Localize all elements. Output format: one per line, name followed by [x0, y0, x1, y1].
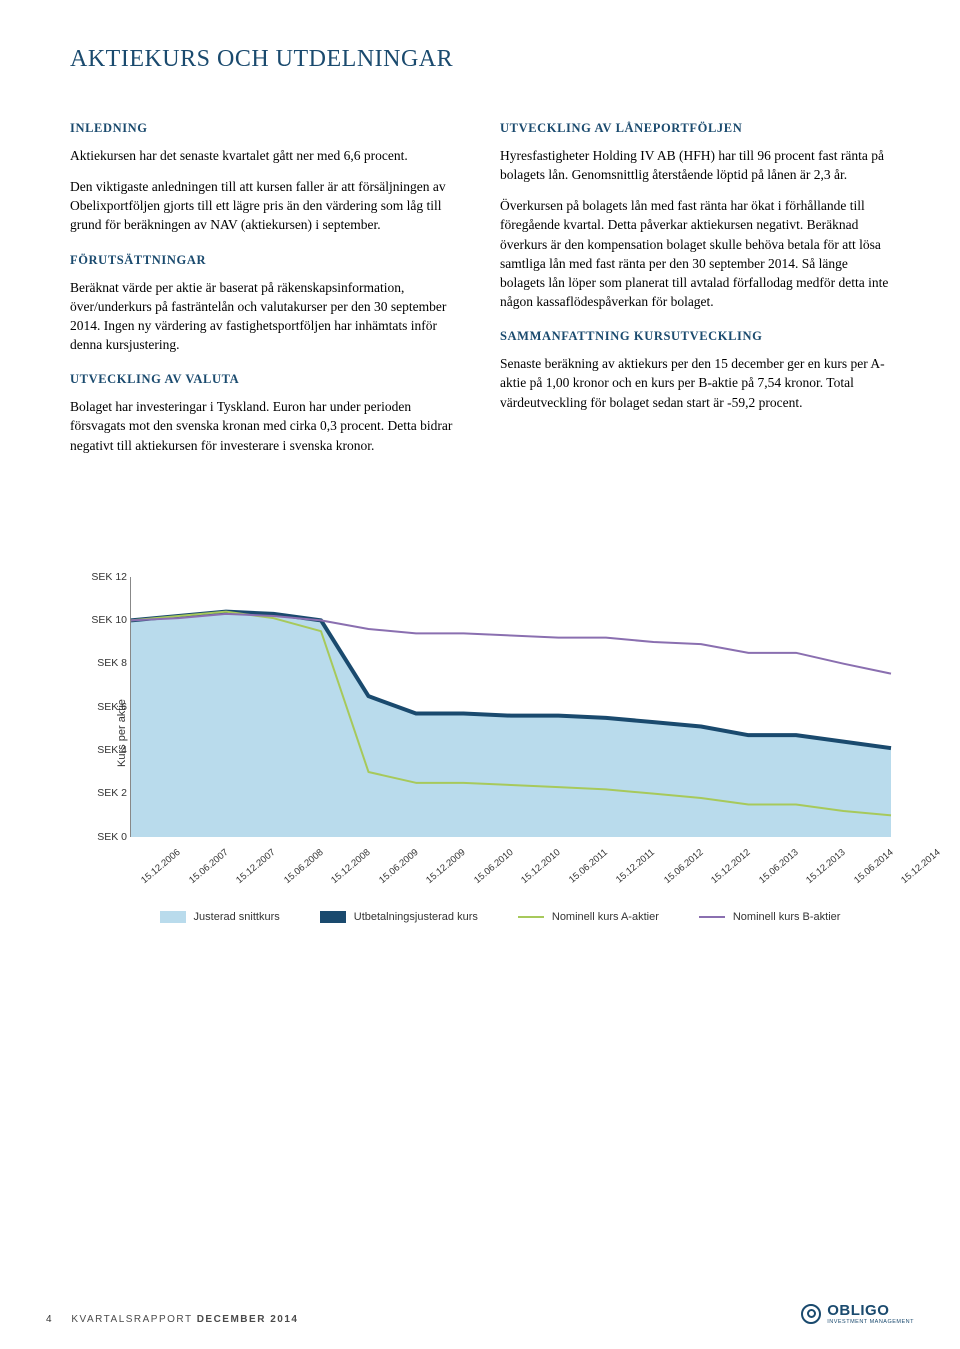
- legend-label-justerad: Justerad snittkurs: [194, 911, 280, 923]
- logo-text: OBLIGO: [827, 1303, 914, 1318]
- chart-legend: Justerad snittkurs Utbetalningsjusterad …: [130, 911, 870, 923]
- legend-label-nomB: Nominell kurs B-aktier: [733, 911, 841, 923]
- chart-xtick: 15.06.2008: [282, 847, 325, 886]
- chart-xtick: 15.12.2006: [139, 847, 182, 886]
- para-forut-1: Beräknat värde per aktie är baserat på r…: [70, 278, 460, 355]
- legend-item-justerad: Justerad snittkurs: [160, 911, 280, 923]
- chart-xtick: 15.12.2012: [709, 847, 752, 886]
- legend-item-nomB: Nominell kurs B-aktier: [699, 911, 841, 923]
- chart-ytick: SEK 10: [79, 614, 127, 626]
- chart-xtick: 15.06.2010: [472, 847, 515, 886]
- chart-xaxis-labels: 15.12.200615.06.200715.12.200715.06.2008…: [130, 841, 890, 889]
- chart-xtick: 15.12.2010: [519, 847, 562, 886]
- chart-xtick: 15.06.2012: [662, 847, 705, 886]
- page-title: AKTIEKURS OCH UTDELNINGAR: [70, 46, 890, 73]
- logo-subtext: INVESTMENT MANAGEMENT: [827, 1320, 914, 1326]
- para-inledning-2: Den viktigaste anledningen till att kurs…: [70, 177, 460, 234]
- legend-swatch-line: [518, 916, 544, 918]
- chart-container: Kurs per aktie SEK 0SEK 2SEK 4SEK 6SEK 8…: [70, 577, 890, 923]
- legend-swatch-area: [160, 911, 186, 923]
- footer-report-bold: DECEMBER 2014: [197, 1314, 299, 1325]
- legend-label-nomA: Nominell kurs A-aktier: [552, 911, 659, 923]
- heading-forutsattningar: FÖRUTSÄTTNINGAR: [70, 253, 460, 268]
- logo: OBLIGO INVESTMENT MANAGEMENT: [801, 1303, 914, 1326]
- chart-xtick: 15.12.2011: [614, 847, 657, 886]
- logo-icon: [801, 1304, 821, 1324]
- para-lan-2: Överkursen på bolagets lån med fast ränt…: [500, 196, 890, 311]
- chart-series-area: [131, 611, 891, 836]
- chart-xtick: 15.12.2008: [329, 847, 372, 886]
- footer-text: 4 KVARTALSRAPPORT DECEMBER 2014: [46, 1314, 298, 1325]
- chart-ytick: SEK 0: [79, 831, 127, 843]
- chart-ytick: SEK 2: [79, 787, 127, 799]
- body-columns: INLEDNING Aktiekursen har det senaste kv…: [70, 121, 890, 467]
- chart-xtick: 15.06.2007: [187, 847, 230, 886]
- chart-xtick: 15.06.2014: [852, 847, 895, 886]
- heading-sammanfattning: SAMMANFATTNING KURSUTVECKLING: [500, 329, 890, 344]
- chart-ytick: SEK 8: [79, 657, 127, 669]
- footer-report-label: KVARTALSRAPPORT: [71, 1314, 196, 1325]
- chart-xtick: 15.12.2007: [234, 847, 277, 886]
- legend-swatch-line: [699, 916, 725, 918]
- para-lan-1: Hyresfastigheter Holding IV AB (HFH) har…: [500, 146, 890, 184]
- chart-xtick: 15.06.2011: [566, 847, 609, 886]
- para-samm-1: Senaste beräkning av aktiekurs per den 1…: [500, 354, 890, 411]
- page-number: 4: [46, 1314, 53, 1325]
- para-inledning-1: Aktiekursen har det senaste kvartalet gå…: [70, 146, 460, 165]
- legend-item-nomA: Nominell kurs A-aktier: [518, 911, 659, 923]
- para-valuta-1: Bolaget har investeringar i Tyskland. Eu…: [70, 397, 460, 454]
- chart-ytick: SEK 6: [79, 701, 127, 713]
- chart-xtick: 15.06.2013: [757, 847, 800, 886]
- left-column: INLEDNING Aktiekursen har det senaste kv…: [70, 121, 460, 467]
- legend-label-utbet: Utbetalningsjusterad kurs: [354, 911, 478, 923]
- chart-ytick: SEK 4: [79, 744, 127, 756]
- legend-swatch-rect: [320, 911, 346, 923]
- chart-xtick: 15.12.2009: [424, 847, 467, 886]
- heading-valuta: UTVECKLING AV VALUTA: [70, 372, 460, 387]
- chart-xtick: 15.06.2009: [377, 847, 420, 886]
- chart-ytick: SEK 12: [79, 571, 127, 583]
- right-column: UTVECKLING AV LÅNEPORTFÖLJEN Hyresfastig…: [500, 121, 890, 467]
- heading-inledning: INLEDNING: [70, 121, 460, 136]
- chart-plot-area: SEK 0SEK 2SEK 4SEK 6SEK 8SEK 10SEK 12: [130, 577, 890, 837]
- chart-xtick: 15.12.2014: [899, 847, 942, 886]
- chart-svg: [131, 577, 891, 837]
- page-footer: 4 KVARTALSRAPPORT DECEMBER 2014 OBLIGO I…: [0, 1303, 960, 1326]
- chart-xtick: 15.12.2013: [804, 847, 847, 886]
- heading-laneportfolj: UTVECKLING AV LÅNEPORTFÖLJEN: [500, 121, 890, 136]
- legend-item-utbet: Utbetalningsjusterad kurs: [320, 911, 478, 923]
